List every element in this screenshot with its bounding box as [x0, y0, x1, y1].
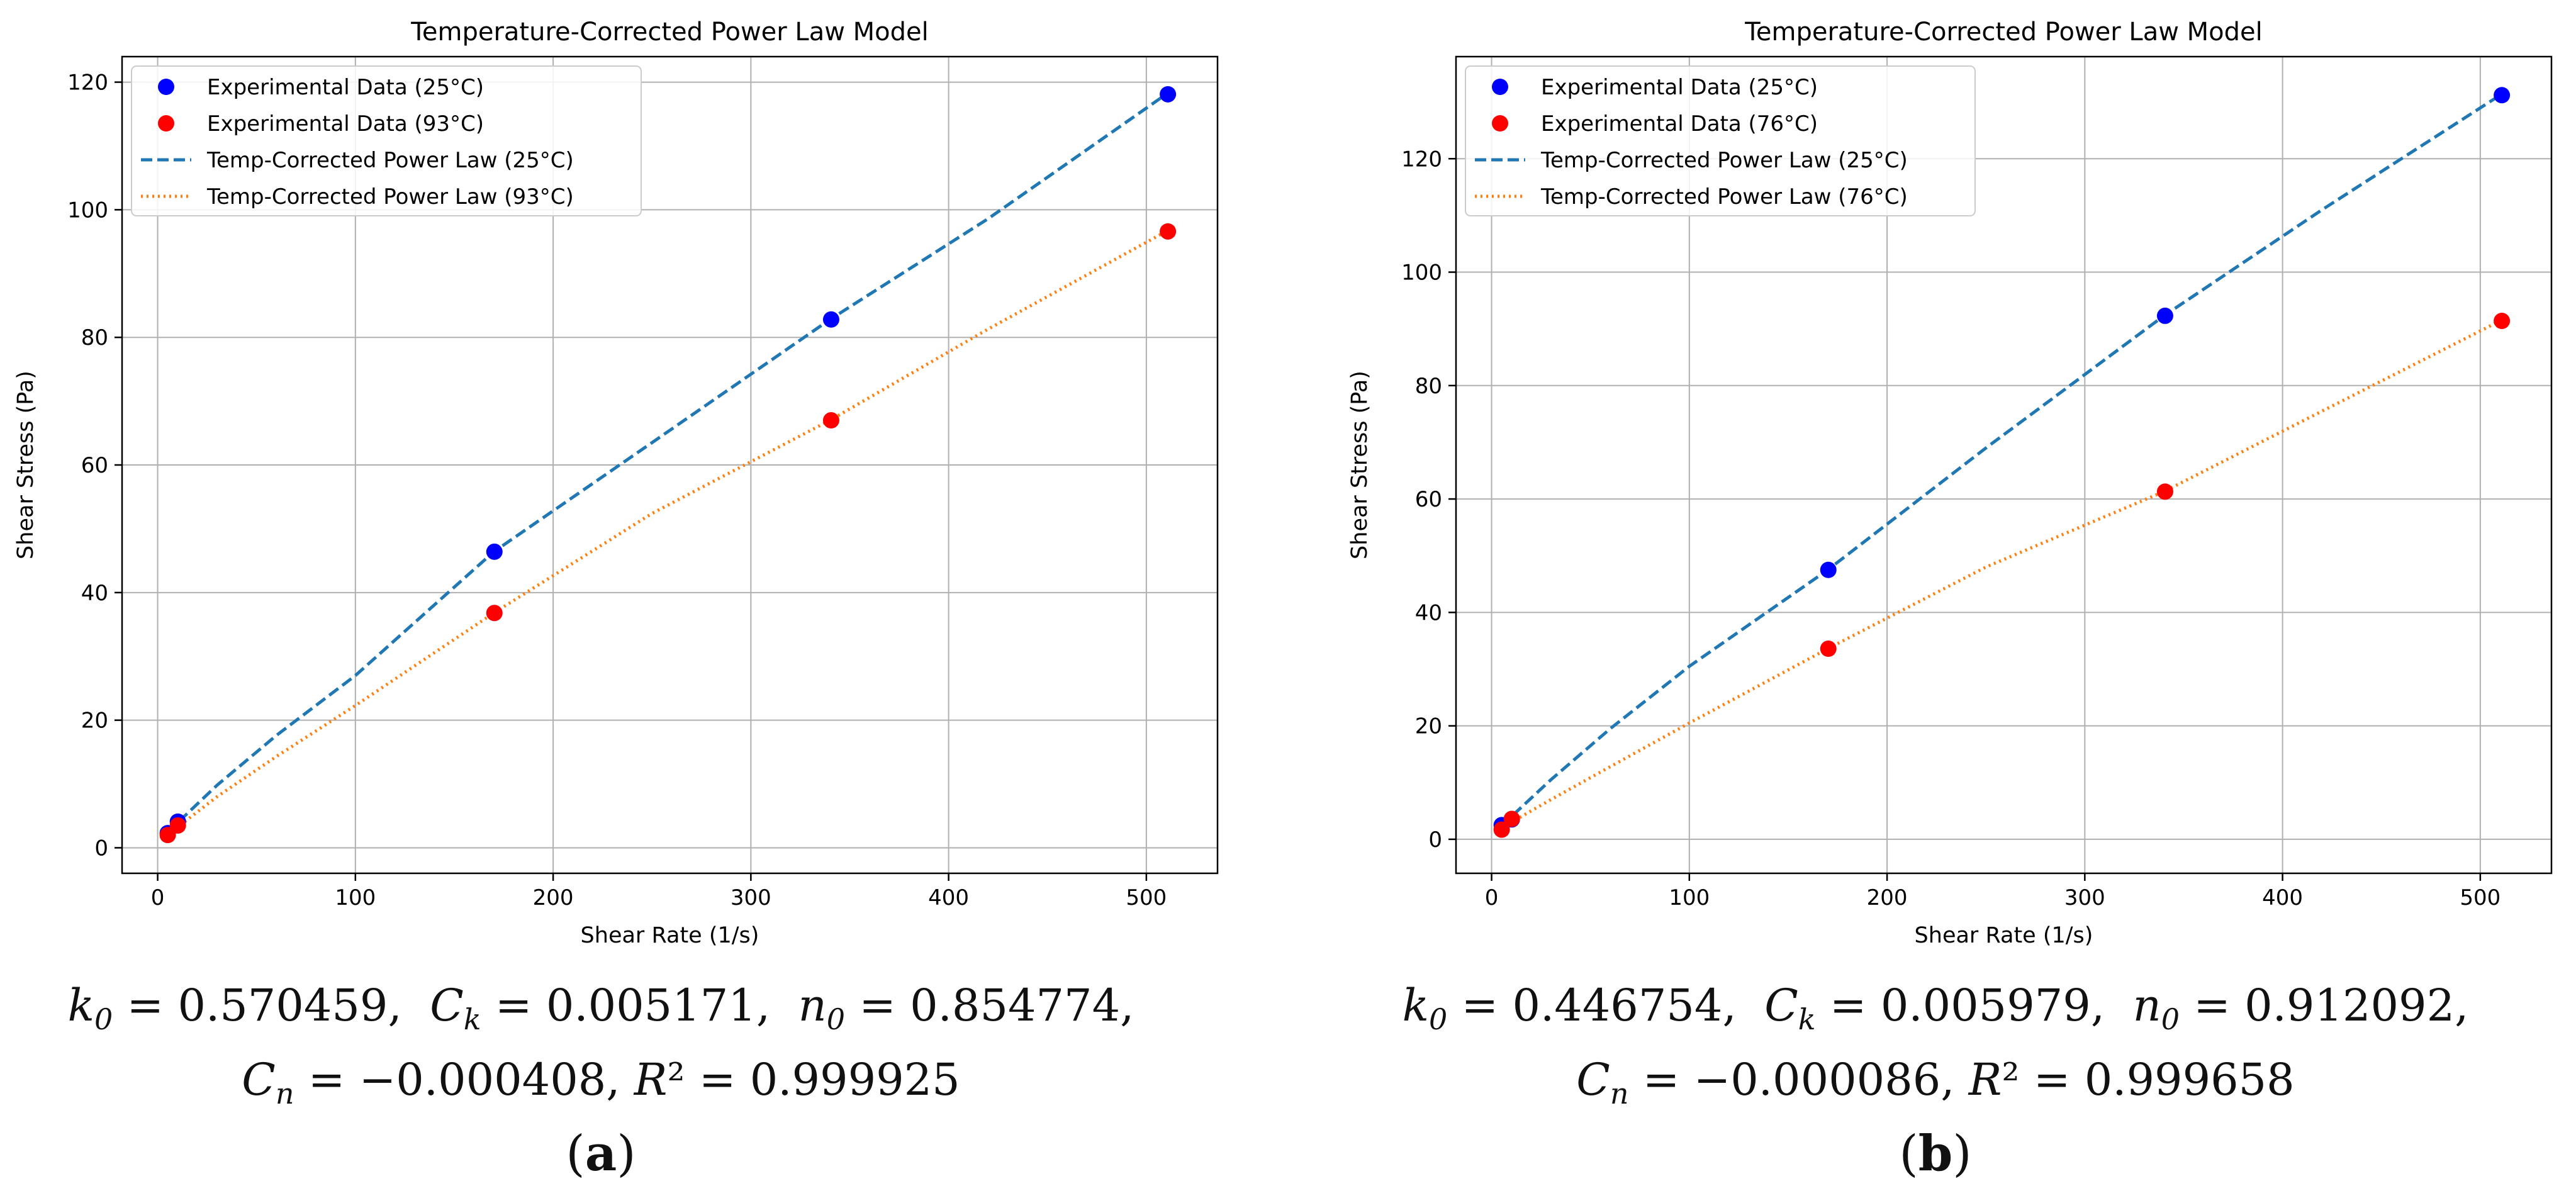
caption-b-letter: b: [1918, 1125, 1953, 1182]
legend-label: Experimental Data (25°C): [207, 75, 484, 100]
caption-a-label: (a): [566, 1125, 636, 1182]
data-point: [486, 543, 503, 560]
fit-line: [166, 92, 1167, 834]
y-tick-label: 0: [1428, 827, 1442, 853]
legend-label: Temp-Corrected Power Law (76°C): [1540, 184, 1908, 210]
data-point: [2156, 307, 2173, 324]
x-tick-label: 400: [928, 885, 969, 910]
data-point: [169, 817, 186, 834]
caption-b-r2: 0.999658: [2084, 1054, 2295, 1105]
legend-box: [131, 65, 642, 216]
legend-marker: [158, 115, 174, 131]
caption-b-line1: k0 = 0.446754, Ck = 0.005979, n0 = 0.912…: [1402, 980, 2469, 1036]
data-point: [1820, 641, 1837, 657]
y-tick-label: 100: [67, 198, 108, 223]
caption-a: k0 = 0.570459, Ck = 0.005171, n0 = 0.854…: [47, 975, 1155, 1184]
x-tick-label: 200: [533, 885, 574, 910]
chart-panel-a: 0 100 200 300 400 500 0 20 40 60 80 100 120 Temperatu…: [13, 18, 1219, 948]
x-tick-label: 0: [1485, 885, 1499, 910]
y-tick-label: 120: [67, 70, 108, 96]
y-tick-label: 40: [1415, 600, 1442, 625]
data-point: [1160, 223, 1177, 240]
fit-line: [1500, 94, 2501, 828]
data-point: [2494, 313, 2511, 330]
legend-label: Temp-Corrected Power Law (93°C): [206, 184, 574, 210]
y-tick-label: 20: [1415, 714, 1442, 739]
fit-line: [1500, 319, 2501, 832]
legend-label: Experimental Data (93°C): [207, 111, 484, 137]
caption-b: k0 = 0.446754, Ck = 0.005979, n0 = 0.912…: [1382, 975, 2489, 1184]
data-point: [2156, 483, 2173, 500]
caption-b-n0: 0.912092: [2244, 980, 2455, 1031]
data-point: [1503, 810, 1520, 827]
data-point: [822, 412, 839, 429]
x-tick-label: 300: [2064, 885, 2105, 910]
x-axis-label: Shear Rate (1/s): [1915, 923, 2093, 948]
chart-title: Temperature-Corrected Power Law Model: [1744, 18, 2263, 47]
legend-box: [1465, 65, 1976, 216]
legend-label: Temp-Corrected Power Law (25°C): [1540, 148, 1908, 173]
data-point: [1160, 86, 1177, 103]
caption-a-n0: 0.854774: [910, 980, 1121, 1031]
data-point: [1493, 821, 1510, 838]
data-point: [822, 311, 839, 328]
legend-label: Experimental Data (25°C): [1541, 75, 1818, 100]
y-tick-label: 120: [1401, 147, 1442, 172]
y-tick-label: 60: [81, 453, 108, 478]
y-tick-label: 100: [1401, 260, 1442, 286]
y-axis-label: Shear Stress (Pa): [1347, 371, 1372, 559]
data-point: [1820, 561, 1837, 578]
caption-b-cn: −0.000086: [1693, 1054, 1941, 1105]
caption-a-line2: Cn = −0.000408, R² = 0.999925: [242, 1054, 960, 1111]
caption-a-cn: −0.000408: [359, 1054, 607, 1105]
y-tick-label: 60: [1415, 487, 1442, 512]
caption-a-k0: 0.570459: [177, 980, 388, 1031]
y-axis-label: Shear Stress (Pa): [13, 371, 38, 559]
x-axis-label: Shear Rate (1/s): [581, 923, 759, 948]
plot-frame: [1455, 55, 2553, 875]
x-tick-label: 200: [1867, 885, 1908, 910]
chart-panel-b: 0 100 200 300 400 500 0 20 40 60 80 100 120 Temperatu…: [1347, 18, 2553, 948]
chart-title: Temperature-Corrected Power Law Model: [410, 18, 929, 47]
legend-label: Experimental Data (76°C): [1541, 111, 1818, 137]
legend-marker: [158, 79, 174, 95]
caption-b-k0: 0.446754: [1512, 980, 1723, 1031]
caption-b-line2: Cn = −0.000086, R² = 0.999658: [1576, 1054, 2295, 1111]
x-tick-label: 0: [151, 885, 165, 910]
x-tick-label: 100: [335, 885, 376, 910]
y-tick-label: 0: [94, 836, 108, 861]
x-tick-label: 300: [731, 885, 771, 910]
x-tick-label: 500: [2460, 885, 2500, 910]
data-point: [486, 605, 503, 622]
y-tick-label: 20: [81, 708, 108, 734]
fit-line: [166, 230, 1167, 838]
data-point: [2494, 87, 2511, 104]
x-tick-label: 400: [2262, 885, 2303, 910]
legend-marker: [1492, 79, 1508, 95]
caption-a-ck: 0.005171: [546, 980, 756, 1031]
caption-a-r2: 0.999925: [749, 1054, 960, 1105]
y-tick-label: 40: [81, 581, 108, 606]
legend-label: Temp-Corrected Power Law (25°C): [206, 148, 574, 173]
x-tick-label: 500: [1126, 885, 1167, 910]
x-tick-label: 100: [1669, 885, 1710, 910]
y-tick-label: 80: [81, 325, 108, 350]
legend-marker: [1492, 115, 1508, 131]
caption-b-ck: 0.005979: [1880, 980, 2091, 1031]
caption-a-line1: k0 = 0.570459, Ck = 0.005171, n0 = 0.854…: [67, 980, 1134, 1036]
caption-b-label: (b): [1899, 1125, 1972, 1182]
y-tick-label: 80: [1415, 374, 1442, 399]
caption-a-letter: a: [585, 1125, 617, 1182]
